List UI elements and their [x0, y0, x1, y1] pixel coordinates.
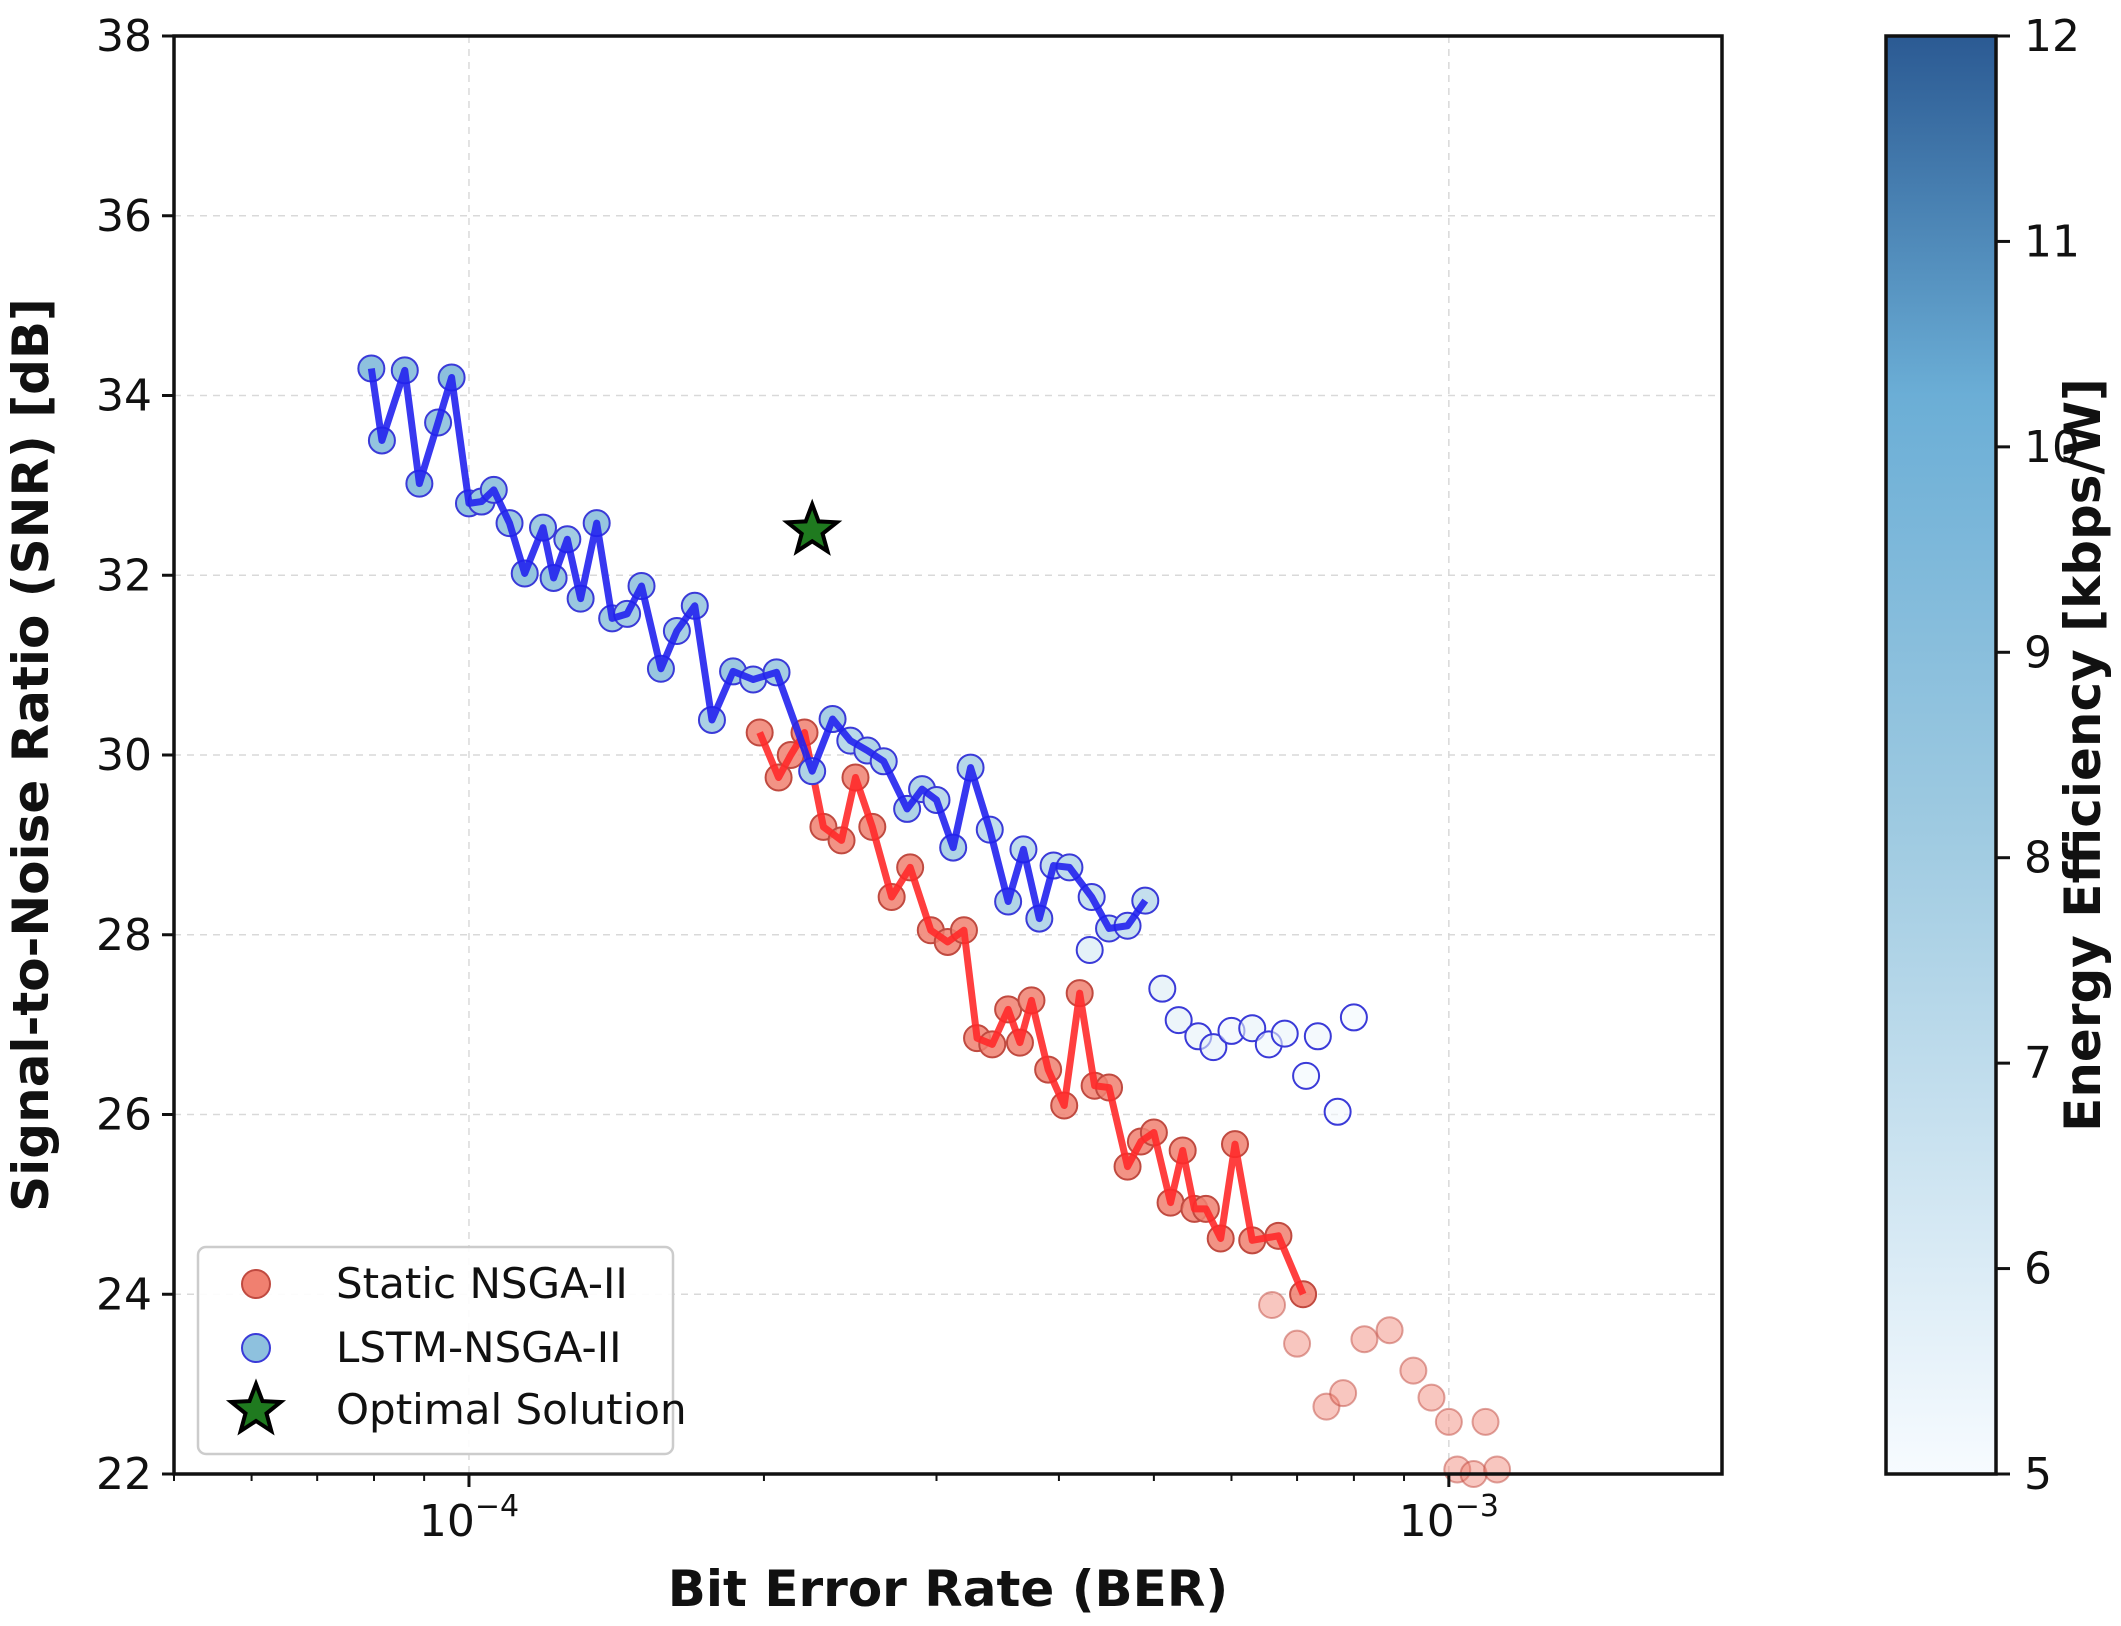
y-axis-label: Signal-to-Noise Ratio (SNR) [dB] — [2, 298, 60, 1212]
optimal-solution-star — [782, 498, 843, 556]
legend: Static NSGA-II LSTM-NSGA-II Optimal Solu… — [196, 1245, 687, 1456]
x-tick-exponent: −3 — [1455, 1489, 1499, 1524]
y-tick-label: 30 — [96, 730, 152, 781]
colorbar-tick-label: 7 — [2024, 1038, 2052, 1089]
x-tick-exponent: −4 — [475, 1489, 519, 1524]
lstm-nsga-point — [1292, 1061, 1321, 1090]
x-axis-label: Bit Error Rate (BER) — [668, 1560, 1228, 1618]
legend-lstm-nsga-marker — [241, 1333, 271, 1363]
lstm-nsga-point — [1199, 1033, 1228, 1062]
static-nsga-point — [1329, 1379, 1358, 1408]
colorbar-tick-label: 12 — [2024, 11, 2080, 62]
lstm-nsga-point — [1148, 974, 1177, 1003]
y-tick-label: 28 — [96, 910, 152, 961]
lstm-nsga-point — [1339, 1003, 1368, 1032]
static-nsga-point — [1399, 1356, 1428, 1385]
static-nsga-point — [1417, 1383, 1446, 1412]
y-tick-label: 22 — [96, 1449, 152, 1500]
colorbar-tick-label: 6 — [2024, 1244, 2052, 1295]
static-nsga-point — [1483, 1455, 1512, 1484]
colorbar: 5 6 7 8 9 10 11 12 Energy Efficiency [kbps/W] — [1884, 11, 2112, 1500]
colorbar-tick-label: 11 — [2024, 216, 2080, 267]
lstm-nsga-line — [367, 366, 1149, 932]
plot-area — [357, 354, 1512, 1488]
legend-lstm-nsga-label: LSTM-NSGA-II — [336, 1323, 621, 1372]
legend-static-nsga-label: Static NSGA-II — [336, 1259, 628, 1308]
static-nsga-point — [1471, 1407, 1500, 1436]
static-nsga-point — [1258, 1291, 1287, 1320]
colorbar-tick-label: 5 — [2024, 1449, 2052, 1500]
colorbar-ticks: 5 6 7 8 9 10 11 12 — [1996, 11, 2080, 1500]
legend-frame — [196, 1245, 675, 1456]
x-tick-base: 10 — [1399, 1496, 1455, 1547]
y-tick-label: 26 — [96, 1090, 152, 1141]
colorbar-tick-label: 10 — [2024, 422, 2080, 473]
colorbar-gradient — [1884, 34, 1998, 1476]
legend-static-nsga-marker — [241, 1269, 271, 1299]
colorbar-tick-label: 8 — [2024, 833, 2052, 884]
legend-optimal-label: Optimal Solution — [336, 1385, 687, 1434]
static-nsga-point — [1434, 1407, 1463, 1436]
lstm-nsga-point — [1075, 936, 1104, 965]
static-nsga-point — [1375, 1316, 1404, 1345]
static-nsga-line — [756, 729, 1307, 1296]
static-nsga-point — [1443, 1455, 1472, 1484]
lstm-nsga-point — [1270, 1019, 1299, 1048]
x-tick-label: 10−4 — [419, 1489, 519, 1547]
lstm-nsga-point — [1303, 1022, 1332, 1051]
colorbar-tick-label: 9 — [2024, 627, 2052, 678]
static-nsga-point — [1283, 1329, 1312, 1358]
lstm-nsga-point — [1323, 1097, 1352, 1126]
lstm-nsga-point — [1164, 1006, 1193, 1035]
y-tick-label: 34 — [96, 371, 152, 422]
y-tick-label: 36 — [96, 191, 152, 242]
x-tick-base: 10 — [419, 1496, 475, 1547]
x-tick-label: 10−3 — [1399, 1489, 1499, 1547]
static-nsga-point — [1350, 1325, 1379, 1354]
y-tick-label: 32 — [96, 550, 152, 601]
y-tick-label: 24 — [96, 1269, 152, 1320]
y-tick-label: 38 — [96, 11, 152, 62]
legend-optimal-star-icon — [225, 1378, 287, 1436]
colorbar-label: Energy Efficiency [kbps/W] — [2054, 378, 2112, 1132]
